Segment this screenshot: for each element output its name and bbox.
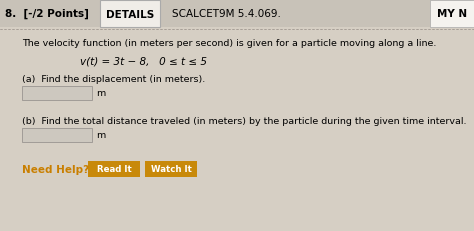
Text: MY N: MY N	[437, 9, 467, 19]
Text: Read It: Read It	[97, 165, 131, 174]
FancyBboxPatch shape	[22, 87, 92, 100]
Text: Watch It: Watch It	[151, 165, 191, 174]
Text: m: m	[96, 131, 105, 140]
FancyBboxPatch shape	[0, 0, 474, 28]
FancyBboxPatch shape	[88, 161, 140, 177]
Text: (b)  Find the total distance traveled (in meters) by the particle during the giv: (b) Find the total distance traveled (in…	[22, 117, 466, 126]
Text: v(t) = 3t − 8,   0 ≤ t ≤ 5: v(t) = 3t − 8, 0 ≤ t ≤ 5	[80, 57, 207, 67]
FancyBboxPatch shape	[22, 128, 92, 142]
Text: SCALCET9M 5.4.069.: SCALCET9M 5.4.069.	[172, 9, 281, 19]
FancyBboxPatch shape	[100, 1, 160, 28]
Text: The velocity function (in meters per second) is given for a particle moving alon: The velocity function (in meters per sec…	[22, 39, 437, 48]
FancyBboxPatch shape	[145, 161, 197, 177]
Text: Need Help?: Need Help?	[22, 164, 89, 174]
Text: (a)  Find the displacement (in meters).: (a) Find the displacement (in meters).	[22, 75, 205, 84]
Text: m: m	[96, 89, 105, 98]
Text: 8.  [-/2 Points]: 8. [-/2 Points]	[5, 9, 89, 19]
FancyBboxPatch shape	[430, 1, 474, 28]
Text: DETAILS: DETAILS	[106, 9, 154, 19]
